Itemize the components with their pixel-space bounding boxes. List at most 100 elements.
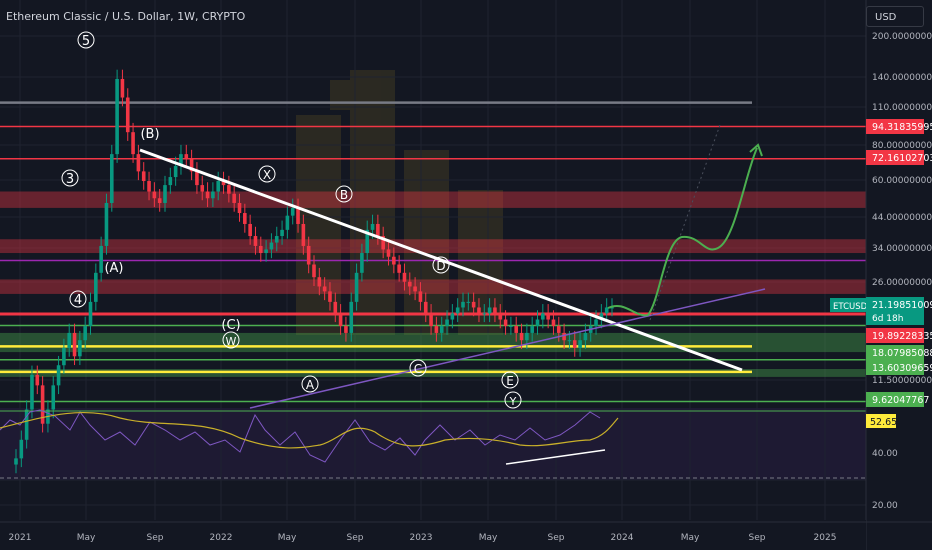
candle-body-67 xyxy=(370,223,375,230)
candle-body-100 xyxy=(546,313,550,320)
candle-body-92 xyxy=(503,319,508,327)
svg-text:C: C xyxy=(414,362,422,376)
candle-body-41 xyxy=(232,193,236,203)
candle-body-42 xyxy=(237,202,242,214)
symbol-label-badge xyxy=(830,298,866,312)
candle-body-39 xyxy=(221,181,226,186)
candle-body-8 xyxy=(56,365,61,386)
candle-body-28 xyxy=(163,185,167,203)
candle-body-75 xyxy=(413,286,417,292)
time-tick-2022: 2022 xyxy=(210,533,233,543)
projection-path[interactable] xyxy=(607,147,758,317)
candle-body-22 xyxy=(131,132,135,155)
price-tick-26: 26.00000000 xyxy=(872,278,932,288)
svg-text:52.65: 52.65 xyxy=(870,417,897,428)
price-tick-34: 34.00000000 xyxy=(872,244,932,254)
candle-body-51 xyxy=(285,215,290,230)
candle-body-24 xyxy=(141,171,146,182)
candle-body-50 xyxy=(280,229,284,237)
svg-text:Y: Y xyxy=(509,395,517,408)
svg-text:6d 18h: 6d 18h xyxy=(872,314,903,324)
candle-body-32 xyxy=(184,154,189,160)
time-tick-may-2023: May xyxy=(479,533,498,543)
candle-body-94 xyxy=(514,326,519,333)
candle-body-105 xyxy=(572,340,577,348)
svg-text:B: B xyxy=(340,188,348,202)
svg-text:(B): (B) xyxy=(140,127,159,142)
candle-body-110 xyxy=(599,313,604,320)
svg-text:A: A xyxy=(306,378,315,392)
candle-body-81 xyxy=(445,319,449,327)
svg-text:21.19851009: 21.19851009 xyxy=(872,300,932,311)
candle-body-59 xyxy=(328,291,332,302)
svg-text:ETCUSD: ETCUSD xyxy=(833,302,868,312)
rsi-indicator xyxy=(0,409,866,479)
candle-body-104 xyxy=(567,340,572,342)
zone-2 xyxy=(0,279,866,294)
candle-body-33 xyxy=(189,159,194,172)
price-badge-72 xyxy=(866,150,924,165)
candle-body-99 xyxy=(541,313,545,320)
candle-body-101 xyxy=(551,319,556,327)
rsi-tick-40: 40.00 xyxy=(872,449,898,459)
candle-body-87 xyxy=(477,307,481,314)
ascending-trendline[interactable] xyxy=(249,288,766,409)
wave-label-x: X xyxy=(258,165,276,183)
svg-text:13.60309659: 13.60309659 xyxy=(872,363,932,374)
candle-body-65 xyxy=(360,253,364,273)
candle-body-77 xyxy=(423,301,428,314)
svg-text:3: 3 xyxy=(66,172,74,187)
rsi-divergence-line xyxy=(505,449,606,465)
wave-label-d: D xyxy=(432,256,450,274)
candle-body-30 xyxy=(173,165,178,178)
candle-body-84 xyxy=(461,301,465,308)
time-tick-may-2021: May xyxy=(77,533,96,543)
projection-arrow-icon xyxy=(749,143,763,157)
candle-body-20 xyxy=(120,78,125,98)
wave-label-c: C xyxy=(409,359,427,377)
candle-body-88 xyxy=(482,313,487,315)
candle-body-38 xyxy=(216,181,221,192)
svg-text:9.62047767: 9.62047767 xyxy=(872,395,929,406)
candle-body-102 xyxy=(556,326,561,333)
candle-body-86 xyxy=(471,301,476,308)
candle-body-60 xyxy=(333,301,338,314)
rsi-ma-line xyxy=(0,411,619,449)
svg-text:94.31835995: 94.31835995 xyxy=(872,122,932,133)
wave-label-a: A xyxy=(301,375,319,393)
time-tick-may-2022: May xyxy=(278,533,297,543)
candle-body-31 xyxy=(179,154,183,166)
candle-body-69 xyxy=(381,236,385,250)
candle-body-5 xyxy=(40,385,45,424)
candle-body-26 xyxy=(152,191,157,199)
chart-title: Ethereum Classic / U.S. Dollar, 1W, CRYP… xyxy=(6,10,246,23)
price-tick-140: 140.00000000 xyxy=(872,73,932,83)
svg-text:E: E xyxy=(506,374,514,388)
candle-body-9 xyxy=(62,347,66,366)
candle-body-47 xyxy=(264,249,268,254)
candle-body-2 xyxy=(24,409,29,440)
wave-label-b-paren: (B) xyxy=(140,127,159,142)
candle-body-52 xyxy=(290,207,295,216)
candle-body-73 xyxy=(402,272,407,282)
time-tick-2023: 2023 xyxy=(410,533,433,543)
time-tick-sep-2021: Sep xyxy=(147,533,164,543)
candle-body-45 xyxy=(253,236,258,246)
time-tick-sep-2023: Sep xyxy=(548,533,565,543)
candle-body-112 xyxy=(610,307,614,309)
candle-body-107 xyxy=(583,332,588,341)
candle-body-83 xyxy=(455,307,460,314)
time-axis[interactable]: 2021 May Sep 2022 May Sep 2023 May Sep 2… xyxy=(0,520,932,550)
candle-body-111 xyxy=(604,307,609,314)
candle-body-89 xyxy=(487,307,492,314)
wave-label-b: B xyxy=(335,185,353,203)
candle-body-72 xyxy=(397,264,401,273)
price-axis[interactable]: 200.00000000 140.00000000 110.00000000 8… xyxy=(830,0,932,550)
candle-body-106 xyxy=(578,340,582,348)
candle-body-0 xyxy=(14,458,18,465)
descending-trendline[interactable] xyxy=(139,148,743,372)
price-badge-94 xyxy=(866,119,924,134)
candle-body-61 xyxy=(338,313,343,327)
currency-selector[interactable]: USD xyxy=(866,6,924,27)
